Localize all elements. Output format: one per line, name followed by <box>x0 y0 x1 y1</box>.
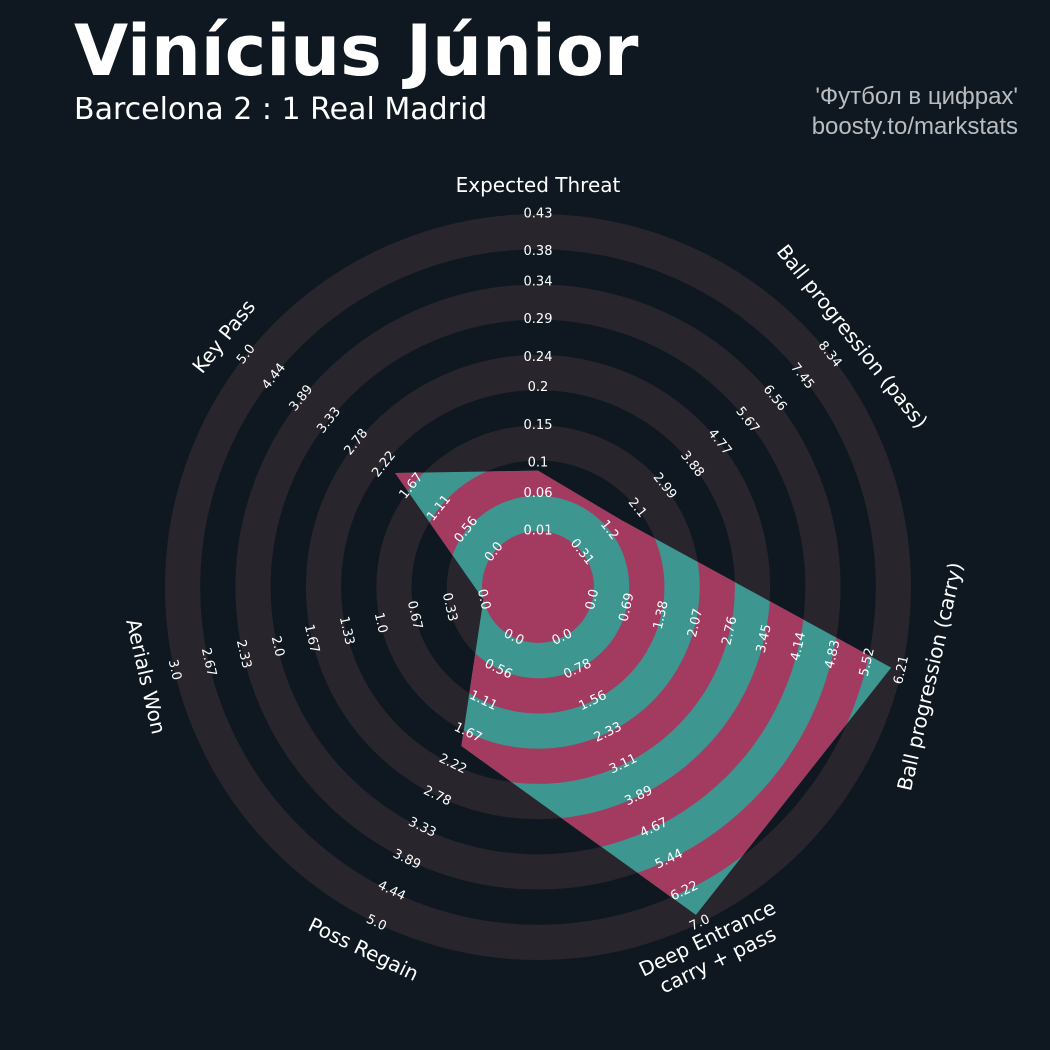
tick-label: 0.0 <box>474 588 493 612</box>
credits: 'Футбол в цифрах' boosty.to/markstats <box>812 82 1018 142</box>
tick-label: 0.24 <box>524 350 553 365</box>
tick-label: 0.69 <box>616 592 637 624</box>
tick-label: 2.07 <box>685 607 706 639</box>
tick-label: 1.0 <box>371 611 390 635</box>
tick-label: 3.0 <box>165 658 184 682</box>
tick-label: 6.21 <box>891 654 912 686</box>
tick-label: 0.0 <box>583 588 602 612</box>
tick-label: 5.52 <box>857 646 878 678</box>
ring <box>305 354 771 820</box>
tick-label: 1.67 <box>301 623 322 655</box>
tick-label: 2.76 <box>719 615 740 647</box>
subtitle: Barcelona 2 : 1 Real Madrid <box>74 92 488 127</box>
tick-label: 0.33 <box>439 591 460 623</box>
tick-label: 4.83 <box>822 639 843 671</box>
credit-line: 'Футбол в цифрах' <box>815 83 1018 110</box>
radar-band <box>482 531 594 643</box>
param-label: Expected Threat <box>455 173 621 197</box>
ring <box>235 284 841 890</box>
tick-label: 4.14 <box>788 631 809 663</box>
tick-label: 0.34 <box>524 274 553 289</box>
tick-label: 0.38 <box>524 244 553 259</box>
tick-label: 0.2 <box>528 380 549 395</box>
tick-label: 2.0 <box>268 635 287 659</box>
credit-line: boosty.to/markstats <box>811 113 1018 140</box>
radar-band <box>395 470 735 784</box>
tick-label: 0.01 <box>524 524 553 539</box>
tick-label: 1.38 <box>651 599 672 631</box>
tick-label: 1.33 <box>336 615 357 647</box>
tick-label: 0.29 <box>524 312 553 327</box>
tick-label: 0.67 <box>404 599 425 631</box>
tick-label: 0.43 <box>524 207 553 222</box>
tick-label: 0.06 <box>524 486 553 501</box>
tick-label: 0.15 <box>524 418 553 433</box>
tick-label: 2.67 <box>198 646 219 678</box>
tick-label: 3.45 <box>754 623 775 655</box>
tick-label: 0.1 <box>528 456 549 471</box>
tick-label: 2.33 <box>233 638 254 670</box>
ring <box>165 214 911 960</box>
title: Vinícius Júnior <box>74 10 639 92</box>
